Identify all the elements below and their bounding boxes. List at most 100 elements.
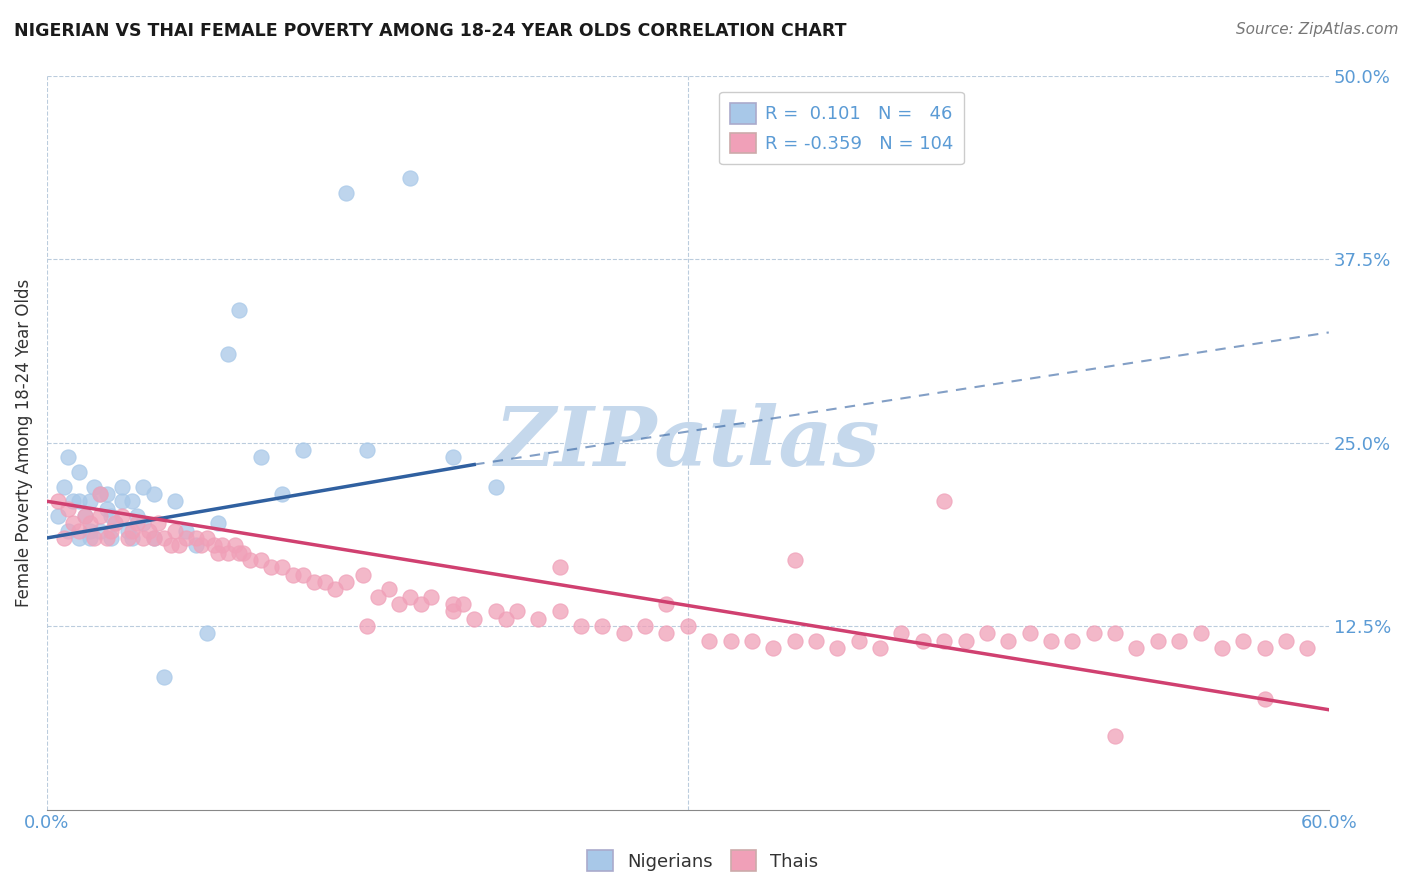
Point [1253,692,1275,706]
Point [848,633,870,648]
Point [218,347,240,361]
Legend: Nigerians, Thais: Nigerians, Thais [581,843,825,879]
Point [314,574,336,589]
Point [186,538,208,552]
Point [890,626,912,640]
Point [67,494,90,508]
Point [1211,641,1233,656]
Point [190,538,212,552]
Point [1125,641,1147,656]
Point [125,516,148,531]
Point [96,501,118,516]
Point [869,641,891,656]
Point [89,487,111,501]
Point [441,604,464,618]
Point [388,597,411,611]
Point [270,487,292,501]
Point [58,450,80,465]
Point [207,516,229,531]
Point [1253,641,1275,656]
Point [323,582,346,597]
Point [239,553,262,567]
Point [1189,626,1212,640]
Point [335,186,357,200]
Point [83,479,105,493]
Legend: R =  0.101   N =   46, R = -0.359   N = 104: R = 0.101 N = 46, R = -0.359 N = 104 [720,92,965,164]
Point [132,479,155,493]
Point [934,633,956,648]
Point [420,590,443,604]
Y-axis label: Female Poverty Among 18-24 Year Olds: Female Poverty Among 18-24 Year Olds [15,278,32,607]
Point [121,524,143,538]
Point [67,524,90,538]
Point [96,487,118,501]
Point [783,633,806,648]
Point [142,531,165,545]
Point [89,487,111,501]
Point [827,641,849,656]
Point [302,574,325,589]
Point [46,508,69,523]
Point [100,531,122,545]
Point [249,553,271,567]
Point [58,524,80,538]
Point [260,560,283,574]
Text: Source: ZipAtlas.com: Source: ZipAtlas.com [1236,22,1399,37]
Point [195,626,218,640]
Point [153,531,176,545]
Point [367,590,389,604]
Point [1040,633,1063,648]
Point [1296,641,1319,656]
Point [934,494,956,508]
Point [292,442,315,457]
Point [484,604,506,618]
Point [111,494,134,508]
Point [142,531,165,545]
Point [955,633,977,648]
Point [195,531,218,545]
Point [117,531,139,545]
Point [121,531,143,545]
Point [548,560,571,574]
Point [1104,729,1126,743]
Point [634,619,657,633]
Point [1104,626,1126,640]
Point [453,597,475,611]
Point [132,531,155,545]
Point [1018,626,1040,640]
Point [352,567,374,582]
Point [53,531,76,545]
Point [697,633,720,648]
Point [377,582,399,597]
Point [399,590,422,604]
Point [356,442,378,457]
Point [121,494,143,508]
Point [138,524,160,538]
Point [111,508,134,523]
Point [159,538,181,552]
Point [58,501,80,516]
Point [270,560,292,574]
Point [165,524,187,538]
Text: ZIPatlas: ZIPatlas [495,402,880,483]
Point [762,641,785,656]
Point [79,531,101,545]
Point [911,633,934,648]
Point [125,508,148,523]
Point [527,612,550,626]
Point [720,633,742,648]
Point [1275,633,1298,648]
Point [1062,633,1084,648]
Point [100,524,122,538]
Point [997,633,1019,648]
Point [62,516,84,531]
Point [96,531,118,545]
Point [249,450,271,465]
Point [207,546,229,560]
Point [1147,633,1170,648]
Point [79,524,101,538]
Point [292,567,315,582]
Point [218,546,240,560]
Point [441,597,464,611]
Point [783,553,806,567]
